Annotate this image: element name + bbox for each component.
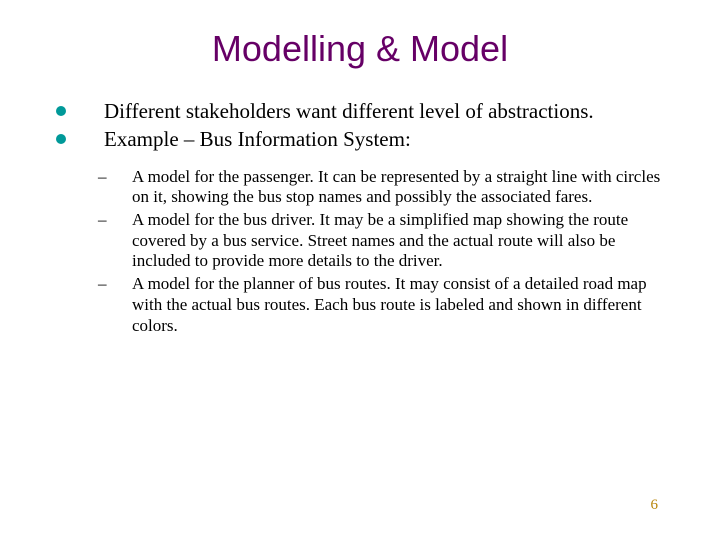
bullet-icon (56, 106, 66, 116)
page-number: 6 (651, 497, 659, 514)
sub-list-item: – A model for the planner of bus routes.… (50, 274, 670, 336)
sub-item-text: A model for the passenger. It can be rep… (108, 167, 670, 208)
dash-icon: – (50, 274, 108, 295)
dash-icon: – (50, 167, 108, 188)
main-list: Different stakeholders want different le… (50, 98, 670, 153)
slide: Modelling & Model Different stakeholders… (0, 0, 720, 540)
sub-item-text: A model for the planner of bus routes. I… (108, 274, 670, 336)
sub-item-text: A model for the bus driver. It may be a … (108, 210, 670, 272)
slide-title: Modelling & Model (50, 28, 670, 70)
main-item-text: Example – Bus Information System: (104, 126, 670, 152)
sub-list-item: – A model for the bus driver. It may be … (50, 210, 670, 272)
main-list-item: Example – Bus Information System: (50, 126, 670, 152)
sub-list: – A model for the passenger. It can be r… (50, 167, 670, 337)
sub-list-item: – A model for the passenger. It can be r… (50, 167, 670, 208)
dash-icon: – (50, 210, 108, 231)
bullet-icon (56, 134, 66, 144)
main-list-item: Different stakeholders want different le… (50, 98, 670, 124)
main-item-text: Different stakeholders want different le… (104, 98, 670, 124)
